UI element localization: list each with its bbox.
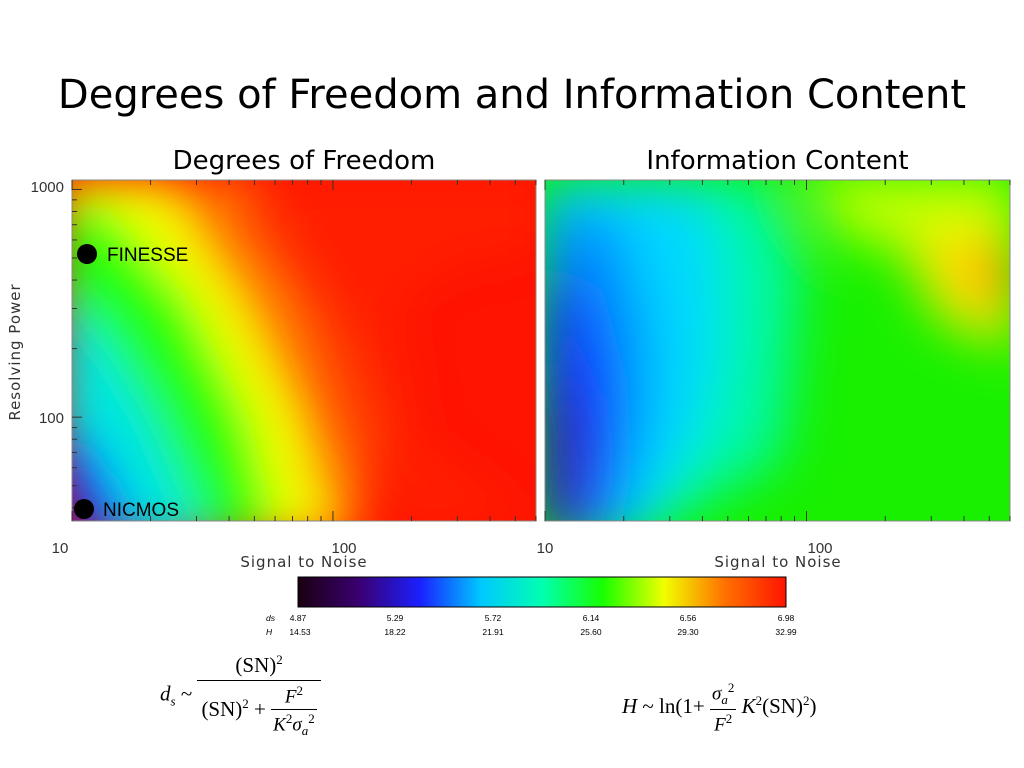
info-x-tick-10: 10 bbox=[537, 540, 554, 557]
info-heatmap bbox=[545, 180, 1010, 521]
dof-x-tick-10: 10 bbox=[52, 540, 69, 557]
ds-den-sn: (SN) bbox=[201, 697, 243, 722]
ds-numerator-sup: 2 bbox=[276, 652, 283, 667]
ds-sigma-sub: a bbox=[301, 723, 309, 739]
ds-plus: + bbox=[254, 697, 266, 722]
ds-numerator: (SN) bbox=[235, 653, 277, 677]
ds-fraction: (SN)2 (SN)2 + F2 K2σa2 bbox=[197, 652, 321, 739]
dof-panel-title: Degrees of Freedom bbox=[172, 146, 436, 176]
ds-sigma-sup: 2 bbox=[308, 711, 315, 727]
colorbar-h-value: 18.22 bbox=[384, 627, 406, 637]
h-fraction: σa2 F2 bbox=[709, 680, 737, 736]
colorbar-ds-value: 6.98 bbox=[777, 613, 795, 623]
h-sigma-sup: 2 bbox=[727, 680, 735, 695]
ds-f: F bbox=[284, 686, 297, 708]
colorbar-ds-value: 6.56 bbox=[679, 613, 697, 623]
h-tilde: ~ bbox=[642, 694, 654, 719]
h-plus: + bbox=[692, 694, 705, 719]
h-equation: H ~ ln(1+ σa2 F2 K2(SN)2) bbox=[622, 680, 816, 736]
colorbar-ds-value: 6.14 bbox=[582, 613, 600, 623]
ds-tilde: ~ bbox=[180, 681, 193, 706]
colorbar-h-label: H bbox=[266, 627, 273, 637]
h-sn: (SN) bbox=[762, 694, 803, 719]
colorbar-h-value: 29.30 bbox=[677, 627, 699, 637]
dof-y-tick-1000: 1000 bbox=[31, 179, 64, 196]
h-lhs: H bbox=[622, 694, 638, 719]
info-panel-title: Information Content bbox=[646, 146, 909, 176]
dof-x-axis-label: Signal to Noise bbox=[240, 553, 367, 571]
h-k-sup: 2 bbox=[755, 693, 763, 709]
ds-lhs: d bbox=[160, 681, 171, 706]
colorbar bbox=[297, 576, 787, 608]
finesse-label: FINESSE bbox=[107, 245, 188, 266]
info-axis-ticks bbox=[544, 180, 1011, 521]
ds-k-sup: 2 bbox=[285, 711, 293, 727]
ds-equation: ds ~ (SN)2 (SN)2 + F2 K2σa2 bbox=[160, 652, 321, 739]
dof-plot-frame bbox=[71, 179, 537, 522]
finesse-dot bbox=[77, 244, 97, 264]
dof-y-tick-100: 100 bbox=[39, 410, 64, 427]
info-band-orange bbox=[960, 250, 1010, 307]
h-sigma: σ bbox=[711, 683, 722, 705]
colorbar-ds-label: ds bbox=[266, 613, 275, 623]
dof-band-red-orange bbox=[230, 180, 536, 521]
h-k: K bbox=[741, 694, 756, 719]
info-plot-frame bbox=[544, 179, 1011, 522]
slide-title: Degrees of Freedom and Information Conte… bbox=[57, 72, 967, 118]
colorbar-ds-row: ds 4.87 5.29 5.72 6.14 6.56 6.98 bbox=[0, 613, 1024, 625]
ds-f-sup: 2 bbox=[296, 683, 303, 698]
nicmos-marker: NICMOS bbox=[74, 499, 179, 521]
dof-heatmap bbox=[72, 180, 536, 521]
h-f-sup: 2 bbox=[725, 711, 733, 727]
h-ln: ln(1 bbox=[659, 694, 693, 719]
colorbar-h-value: 21.91 bbox=[482, 627, 504, 637]
colorbar-h-row: H 14.53 18.22 21.91 25.60 29.30 32.99 bbox=[0, 627, 1024, 639]
ds-inner-fraction: F2 K2σa2 bbox=[271, 683, 317, 739]
colorbar-ds-value: 4.87 bbox=[289, 613, 307, 623]
ds-lhs-sub: s bbox=[170, 693, 176, 709]
colorbar-h-value: 32.99 bbox=[775, 627, 797, 637]
nicmos-dot bbox=[74, 499, 94, 519]
info-x-tick-100: 100 bbox=[807, 540, 832, 557]
h-close: ) bbox=[809, 694, 817, 719]
ds-k: K bbox=[273, 714, 286, 736]
dof-x-tick-100: 100 bbox=[331, 540, 356, 557]
dof-y-axis-label: Resolving Power bbox=[6, 283, 24, 420]
colorbar-ds-value: 5.72 bbox=[484, 613, 502, 623]
h-sn-sup: 2 bbox=[802, 693, 810, 709]
ds-den-sn-sup: 2 bbox=[242, 696, 249, 712]
ds-sigma: σ bbox=[292, 714, 302, 736]
colorbar-h-value: 14.53 bbox=[289, 627, 311, 637]
dof-axis-ticks bbox=[71, 180, 537, 521]
info-x-axis-label: Signal to Noise bbox=[714, 553, 841, 571]
h-f: F bbox=[714, 714, 726, 736]
info-band-violet bbox=[545, 383, 585, 521]
h-sigma-sub: a bbox=[721, 692, 728, 708]
colorbar-ds-value: 5.29 bbox=[386, 613, 404, 623]
finesse-marker: FINESSE bbox=[77, 244, 188, 266]
nicmos-label: NICMOS bbox=[103, 500, 179, 521]
colorbar-h-value: 25.60 bbox=[580, 627, 602, 637]
